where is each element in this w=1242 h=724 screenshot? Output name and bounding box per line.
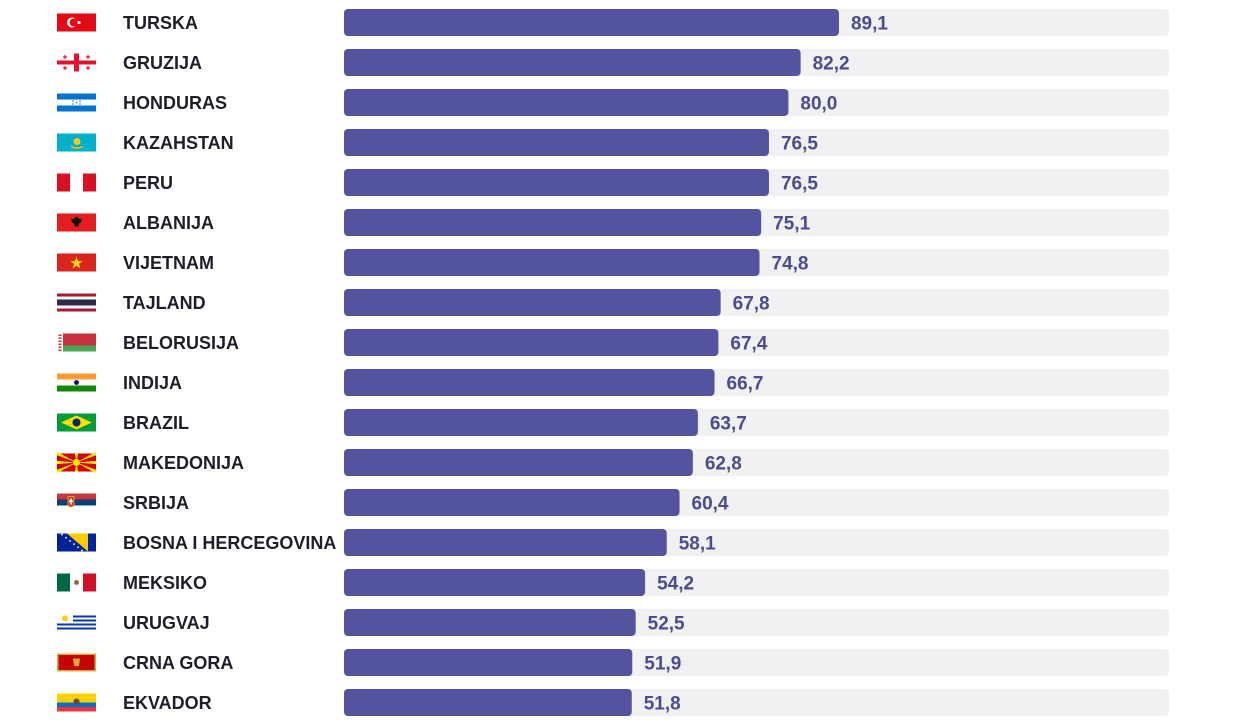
bar: [344, 369, 715, 396]
bar-row: KAZAHSTAN 76,5: [57, 129, 1169, 156]
bar: [344, 89, 789, 116]
turkey-flag-icon: [57, 13, 96, 32]
value-label: 75,1: [773, 214, 810, 235]
value-label: 74,8: [772, 254, 809, 275]
value-label: 60,4: [692, 494, 729, 515]
serbia-flag-icon: [57, 493, 96, 512]
bar-row: BOSNA I HERCEGOVINA 58,1: [57, 529, 1169, 556]
country-label: KAZAHSTAN: [123, 133, 234, 153]
bar-row: SRBIJA 60,4: [57, 489, 1169, 516]
montenegro-flag-icon: [57, 653, 96, 672]
bar-row: ALBANIJA 75,1: [57, 209, 1169, 236]
bar-row: CRNA GORA 51,9: [57, 649, 1169, 676]
bar-row: EKVADOR 51,8: [57, 689, 1169, 716]
north-macedonia-flag-icon: [56, 452, 97, 473]
value-label: 63,7: [710, 414, 747, 435]
georgia-flag-icon: [57, 53, 96, 72]
country-label: URUGVAJ: [123, 613, 210, 633]
bar-row: PERU 76,5: [57, 169, 1169, 196]
value-label: 67,4: [730, 334, 767, 355]
country-label: INDIJA: [123, 373, 182, 393]
bar: [344, 249, 760, 276]
value-label: 51,9: [644, 654, 681, 675]
country-label: PERU: [123, 173, 173, 193]
country-label: GRUZIJA: [123, 53, 202, 73]
bar-row: INDIJA 66,7: [57, 369, 1169, 396]
value-label: 58,1: [679, 534, 716, 555]
bar-row: TAJLAND 67,8: [57, 289, 1169, 316]
value-label: 82,2: [813, 54, 850, 75]
country-label: MEKSIKO: [123, 573, 207, 593]
ecuador-flag-icon: [57, 693, 96, 712]
country-label: HONDURAS: [123, 93, 227, 113]
bar: [344, 9, 839, 36]
country-label: VIJETNAM: [123, 253, 214, 273]
bar: [344, 529, 667, 556]
bar: [344, 329, 719, 356]
value-label: 52,5: [648, 614, 685, 635]
country-label: TAJLAND: [123, 293, 206, 313]
bar: [344, 289, 721, 316]
brazil-flag-icon: [57, 413, 96, 432]
country-label: EKVADOR: [123, 693, 212, 713]
albania-flag-icon: [57, 213, 96, 232]
bar: [344, 689, 632, 716]
mexico-flag-icon: [57, 573, 96, 592]
bar-row: GRUZIJA 82,2: [57, 49, 1169, 76]
country-label: CRNA GORA: [123, 653, 233, 673]
bar-row: VIJETNAM 74,8: [57, 249, 1169, 276]
bar: [344, 449, 693, 476]
bar-row: TURSKA 89,1: [57, 9, 1169, 36]
bar-row: BRAZIL 63,7: [57, 409, 1169, 436]
honduras-flag-icon: [57, 93, 96, 112]
country-label: BOSNA I HERCEGOVINA: [123, 533, 336, 553]
value-label: 76,5: [781, 134, 818, 155]
country-label: SRBIJA: [123, 493, 189, 513]
belarus-flag-icon: [57, 333, 96, 352]
country-label: MAKEDONIJA: [123, 453, 244, 473]
bar: [344, 129, 769, 156]
value-label: 54,2: [657, 574, 694, 595]
value-label: 80,0: [800, 94, 837, 115]
value-label: 51,8: [644, 694, 681, 715]
value-label: 76,5: [781, 174, 818, 195]
bar: [344, 49, 801, 76]
bar-row: HONDURAS 80,0: [57, 89, 1169, 116]
india-flag-icon: [57, 373, 96, 392]
bar-row: BELORUSIJA 67,4: [57, 329, 1169, 356]
country-label: ALBANIJA: [123, 213, 214, 233]
country-label: TURSKA: [123, 13, 198, 33]
bosnia-herzegovina-flag-icon: [57, 533, 96, 552]
bar-row: URUGVAJ 52,5: [57, 609, 1169, 636]
bar: [344, 569, 646, 596]
bar: [344, 609, 636, 636]
country-label: BRAZIL: [123, 413, 189, 433]
bar-row: MAKEDONIJA 62,8: [56, 449, 1169, 476]
bar: [344, 209, 762, 236]
value-label: 67,8: [733, 294, 770, 315]
bar: [344, 489, 680, 516]
bar: [344, 649, 633, 676]
vietnam-flag-icon: [57, 253, 96, 272]
kazakhstan-flag-icon: [57, 133, 96, 152]
peru-flag-icon: [57, 173, 96, 192]
value-label: 66,7: [727, 374, 764, 395]
value-label: 89,1: [851, 14, 888, 35]
bar: [344, 409, 698, 436]
bar: [344, 169, 769, 196]
bar-row: MEKSIKO 54,2: [57, 569, 1169, 596]
uruguay-flag-icon: [57, 613, 96, 632]
thailand-flag-icon: [57, 293, 96, 312]
country-label: BELORUSIJA: [123, 333, 239, 353]
value-label: 62,8: [705, 454, 742, 475]
